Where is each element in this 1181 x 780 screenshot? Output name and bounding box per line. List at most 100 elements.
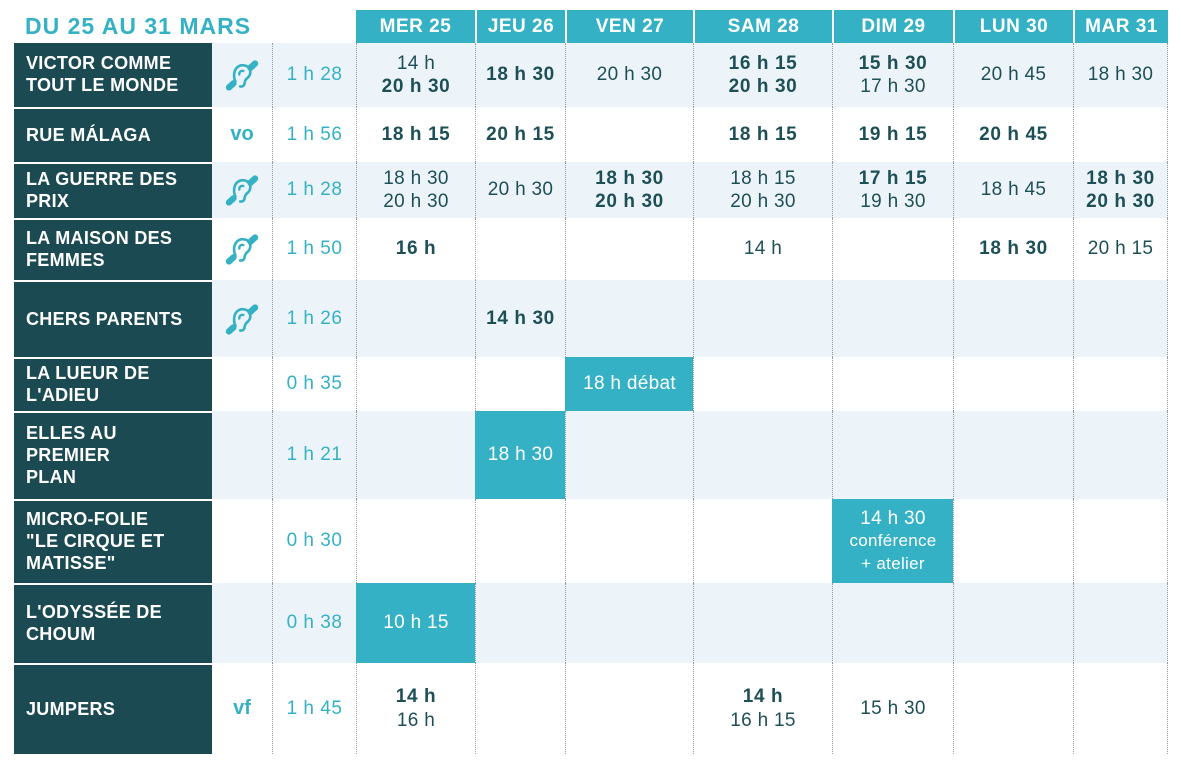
showtime-cell: 18 h 15: [356, 107, 475, 162]
day-header: SAM 28: [693, 10, 832, 43]
film-row: LA LUEUR DE L'ADIEU 0 h 35 18 h débat: [14, 357, 1168, 411]
badge-cell: [212, 43, 272, 107]
showtime-cell: [565, 499, 693, 583]
film-row: LA MAISON DES FEMMES 1 h 50 16 h 14 h 18 h …: [14, 218, 1168, 280]
showtime-cell: [475, 218, 565, 280]
showtime-cell: 14 h 16 h: [356, 663, 475, 754]
showtime-cell: 19 h 15: [832, 107, 953, 162]
showtime-cell: 18 h 30: [475, 43, 565, 107]
film-title: LA LUEUR DE L'ADIEU: [14, 357, 212, 411]
showtime-cell: 18 h 30 20 h 30: [1073, 162, 1168, 218]
version-badge: vo: [230, 123, 254, 145]
showtime-cell: [953, 280, 1073, 357]
showtime-cell: [1073, 411, 1168, 499]
day-header: LUN 30: [953, 10, 1073, 43]
hearing-impaired-icon: [225, 303, 259, 335]
showtime-cell: 15 h 30: [832, 663, 953, 754]
film-title: RUE MÁLAGA: [14, 107, 212, 162]
showtime-cell: [475, 583, 565, 663]
date-range-title: DU 25 AU 31 MARS: [25, 13, 252, 39]
film-title: VICTOR COMME TOUT LE MONDE: [14, 43, 212, 107]
showtime-cell: [356, 357, 475, 411]
showtime-cell: [565, 107, 693, 162]
duration-label: 0 h 38: [272, 583, 356, 663]
showtime-cell: [475, 663, 565, 754]
film-row: LA GUERRE DES PRIX 1 h 28 18 h 30 20 h 30 2…: [14, 162, 1168, 218]
showtime-cell: [693, 357, 832, 411]
showtime-cell-highlighted: 18 h 30: [475, 411, 565, 499]
badge-cell: [212, 218, 272, 280]
showtime-cell: [832, 357, 953, 411]
film-title: JUMPERS: [14, 663, 212, 754]
showtime-cell: 18 h 15: [693, 107, 832, 162]
table-body: VICTOR COMME TOUT LE MONDE 1 h 28 14 h 20 …: [14, 43, 1168, 754]
showtime-cell: [565, 583, 693, 663]
showtime-cell: [953, 499, 1073, 583]
showtime-cell: 20 h 30: [475, 162, 565, 218]
badge-cell: [212, 280, 272, 357]
showtime-cell: 20 h 45: [953, 107, 1073, 162]
hearing-impaired-icon: [225, 175, 259, 206]
badge-cell: [212, 499, 272, 583]
showtime-cell: 14 h 30: [475, 280, 565, 357]
showtime-cell: [1073, 663, 1168, 754]
film-row: MICRO-FOLIE "LE CIRQUE ET MATISSE" 0 h 30 …: [14, 499, 1168, 583]
showtime-cell: [475, 357, 565, 411]
film-row: ELLES AU PREMIER PLAN 1 h 21 18 h 30: [14, 411, 1168, 499]
showtime-cell: [693, 583, 832, 663]
showtime-cell: [693, 499, 832, 583]
film-row: L'ODYSSÉE DE CHOUM 0 h 38 10 h 15: [14, 583, 1168, 663]
showtime-cell: [1073, 280, 1168, 357]
showtime-cell: 17 h 15 19 h 30: [832, 162, 953, 218]
showtime-cell: [475, 499, 565, 583]
badge-cell: vf: [212, 663, 272, 754]
showtime-cell: [565, 280, 693, 357]
day-header: JEU 26: [475, 10, 565, 43]
showtime-cell: 14 h 20 h 30: [356, 43, 475, 107]
showtime-cell: [565, 218, 693, 280]
duration-label: 1 h 45: [272, 663, 356, 754]
showtime-cell: [356, 411, 475, 499]
showtime-cell: [953, 411, 1073, 499]
showtime-cell: [953, 357, 1073, 411]
showtime-cell: 18 h 45: [953, 162, 1073, 218]
day-header: VEN 27: [565, 10, 693, 43]
showtime-cell: [356, 280, 475, 357]
showtime-cell: [1073, 107, 1168, 162]
film-title: MICRO-FOLIE "LE CIRQUE ET MATISSE": [14, 499, 212, 583]
showtime-cell: [565, 663, 693, 754]
showtime-cell: [1073, 499, 1168, 583]
showtime-cell-highlighted: 10 h 15: [356, 583, 475, 663]
showtime-cell: 18 h 30: [953, 218, 1073, 280]
day-header: DIM 29: [832, 10, 953, 43]
showtime-cell: [1073, 583, 1168, 663]
table-header: DU 25 AU 31 MARS MER 25 JEU 26 VEN 27 SAM 2…: [14, 10, 1168, 43]
showtime-cell: 16 h: [356, 218, 475, 280]
showtime-cell: 18 h 30 20 h 30: [565, 162, 693, 218]
badge-cell: vo: [212, 107, 272, 162]
hearing-impaired-icon: [225, 60, 259, 91]
film-title: L'ODYSSÉE DE CHOUM: [14, 583, 212, 663]
showtime-cell: [693, 411, 832, 499]
film-title: CHERS PARENTS: [14, 280, 212, 357]
badge-cell: [212, 411, 272, 499]
film-row: RUE MÁLAGA vo 1 h 56 18 h 15 20 h 15 18 h …: [14, 107, 1168, 162]
day-header: MAR 31: [1073, 10, 1168, 43]
showtime-cell: 14 h: [693, 218, 832, 280]
film-title: LA GUERRE DES PRIX: [14, 162, 212, 218]
hearing-impaired-icon: [225, 234, 259, 265]
showtime-cell: [832, 280, 953, 357]
showtime-cell: 16 h 15 20 h 30: [693, 43, 832, 107]
duration-label: 1 h 28: [272, 43, 356, 107]
film-row: JUMPERS vf 1 h 45 14 h 16 h 14 h 16 h 15 15 …: [14, 663, 1168, 754]
showtime-cell: [1073, 357, 1168, 411]
showtime-cell: 20 h 30: [565, 43, 693, 107]
duration-label: 1 h 28: [272, 162, 356, 218]
showtime-cell-highlighted: 14 h 30 conférence + atelier: [832, 499, 953, 583]
film-row: VICTOR COMME TOUT LE MONDE 1 h 28 14 h 20 …: [14, 43, 1168, 107]
showtime-cell: [832, 218, 953, 280]
version-badge: vf: [233, 697, 251, 719]
film-title: ELLES AU PREMIER PLAN: [14, 411, 212, 499]
duration-label: 1 h 56: [272, 107, 356, 162]
duration-label: 1 h 50: [272, 218, 356, 280]
